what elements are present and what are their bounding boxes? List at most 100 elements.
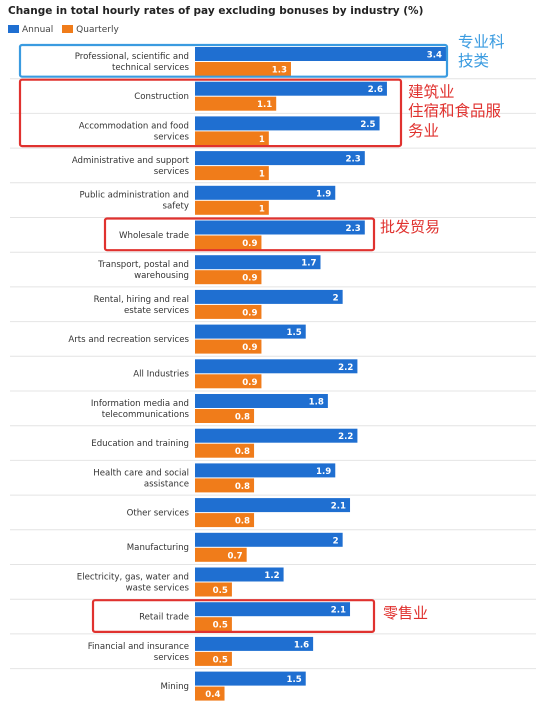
legend-item-annual: Annual [8,25,53,35]
bar-quarterly [195,374,262,389]
data-label-annual: 2.2 [338,432,353,442]
bar-annual [195,81,387,96]
bar-annual [195,151,365,166]
legend-label-quarterly: Quarterly [76,25,119,35]
bar-quarterly [195,513,255,528]
data-label-quarterly: 0.4 [205,690,220,700]
bar-quarterly [195,62,291,76]
category-label: Wholesale trade [119,231,189,241]
bar-quarterly [195,235,262,250]
category-label: waste services [126,583,190,593]
category-label: Financial and insurance [88,642,189,652]
bar-quarterly [195,582,232,597]
annotation-text: 专业科 技类 [458,33,505,71]
bar-quarterly [195,547,247,562]
data-label-quarterly: 0.9 [242,343,257,353]
category-label: Health care and social [93,468,189,478]
category-label: services [154,653,190,663]
data-label-annual: 2 [333,536,339,546]
bar-annual [195,567,284,582]
bar-quarterly [195,651,232,666]
legend-label-annual: Annual [22,25,54,35]
category-label: technical services [112,63,190,73]
data-label-annual: 1.9 [316,467,331,477]
data-label-annual: 1.5 [287,675,302,685]
category-label: safety [162,202,189,212]
data-label-quarterly: 0.5 [213,586,228,596]
data-label-annual: 2.3 [346,155,361,165]
bar-quarterly [195,200,269,215]
legend-swatch-quarterly [62,25,74,33]
bar-annual [195,532,343,547]
legend-swatch-annual [8,25,19,33]
bar-quarterly [195,96,277,111]
data-label-annual: 1.2 [264,571,279,581]
category-label: services [154,132,190,142]
category-label: Manufacturing [127,543,189,553]
data-label-quarterly: 1 [259,204,265,214]
bar-annual [195,463,336,478]
category-label: Professional, scientific and [75,52,189,62]
category-label: services [154,167,190,177]
bar-quarterly [195,443,255,458]
bar-quarterly [195,339,262,354]
bar-quarterly [195,478,255,493]
category-label: Information media and [91,399,189,409]
data-label-annual: 2.2 [338,363,353,373]
bar-annual [195,636,314,651]
chart-legend: Annual Quarterly [8,25,119,35]
data-label-quarterly: 1.1 [257,100,272,110]
category-label: Public administration and [80,191,190,201]
category-label: Arts and recreation services [68,335,189,345]
category-label: Rental, hiring and real [94,295,189,305]
data-label-quarterly: 0.8 [235,482,250,492]
bar-annual [195,116,380,131]
category-label: Accommodation and food [79,121,189,131]
bar-annual [195,602,351,617]
bar-quarterly [195,270,262,285]
category-label: Construction [134,92,189,102]
bar-annual [195,255,321,270]
bar-quarterly [195,617,232,632]
data-label-quarterly: 0.8 [235,413,250,423]
bar-annual [195,394,328,408]
bar-annual [195,220,365,235]
data-label-annual: 2.3 [346,224,361,234]
data-label-quarterly: 0.5 [213,655,228,665]
bar-quarterly [195,409,255,423]
bar-annual [195,671,306,686]
data-label-annual: 2.6 [368,85,383,95]
data-label-annual: 1.9 [316,189,331,199]
annotation-box [91,599,376,634]
chart-title: Change in total hourly rates of pay excl… [8,5,424,17]
annotation-text: 建筑业 住宿和食品服 务业 [408,83,502,140]
data-label-quarterly: 0.7 [227,551,242,561]
category-label: estate services [124,306,190,316]
data-label-annual: 1.6 [294,640,309,650]
annotation-box [18,43,449,78]
annotation-text: 批发贸易 [380,218,441,236]
category-label: Transport, postal and [97,260,189,270]
annotation-box [103,217,376,252]
data-label-quarterly: 0.8 [235,517,250,527]
data-label-quarterly: 1.3 [272,66,287,76]
data-label-quarterly: 0.9 [242,239,257,249]
annotation-text: 零售业 [383,604,429,622]
category-label: Administrative and support [72,156,190,166]
data-label-annual: 2.1 [331,606,346,616]
bar-annual [195,289,343,304]
data-label-quarterly: 0.9 [242,378,257,388]
bar-annual [195,428,358,443]
category-label: telecommunications [102,410,190,420]
bar-annual [195,498,351,513]
bar-quarterly [195,166,269,181]
category-label: Mining [160,682,189,692]
category-label: Electricity, gas, water and [77,572,189,582]
category-label: All Industries [133,370,189,380]
data-label-annual: 2 [333,293,339,303]
category-label: warehousing [134,271,189,281]
bar-annual [195,359,358,374]
annotation-box [18,78,403,148]
data-label-quarterly: 1 [259,135,265,145]
